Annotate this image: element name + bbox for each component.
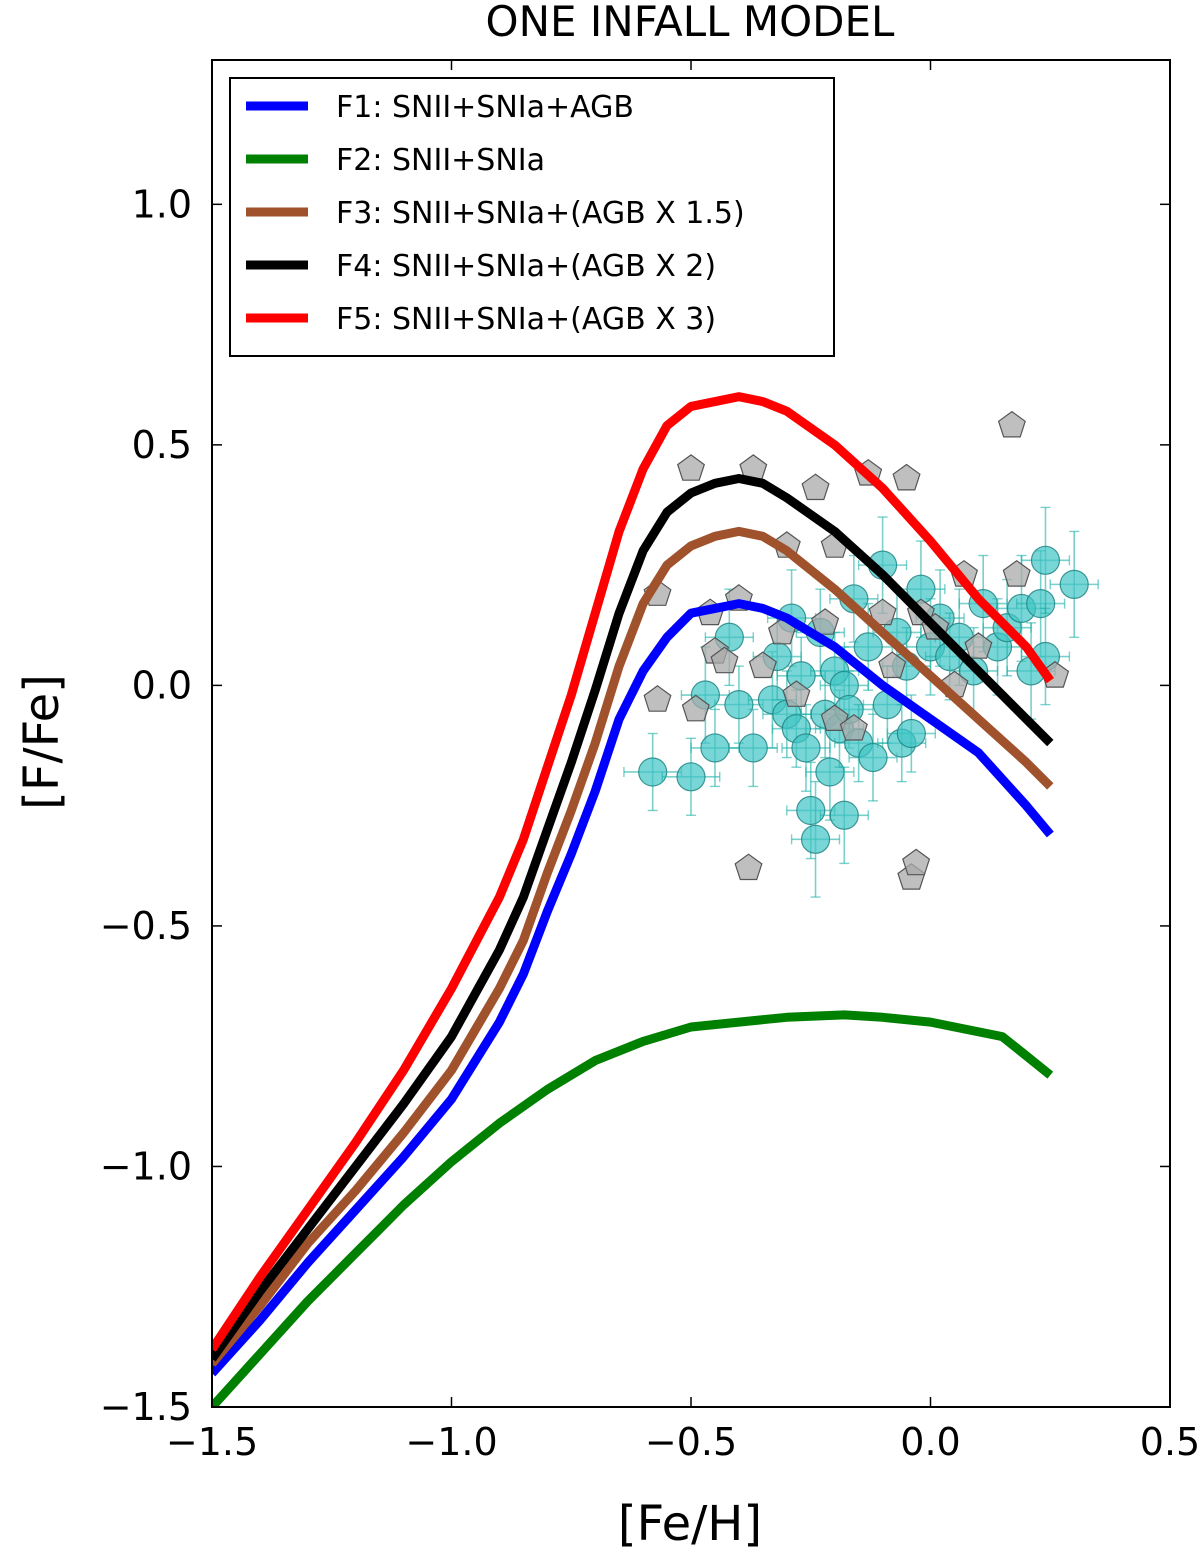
obs-circle-marker: [800, 824, 831, 854]
obs-circle-point: [819, 766, 869, 865]
obs-pentagon-marker: [734, 853, 763, 881]
legend-label-f4: F4: SNII+SNIa+(AGB X 2): [336, 249, 716, 284]
obs-circle-marker: [829, 800, 859, 830]
obs-circle-marker: [791, 733, 821, 763]
lines-layer: [212, 392, 1054, 1407]
obs-circle-marker: [738, 733, 768, 763]
legend-box: [229, 77, 835, 357]
obs-pentagon-marker: [839, 713, 868, 741]
obs-circle-marker: [1059, 569, 1089, 599]
legend-label-f2: F2: SNII+SNIa: [336, 143, 545, 178]
obs-pentagon-marker: [643, 685, 672, 712]
x-tick-label: 0.5: [1140, 1420, 1200, 1464]
obs-circle-point: [1049, 530, 1099, 638]
obs-circle-point: [728, 708, 778, 788]
y-tick-label: −1.5: [100, 1385, 192, 1429]
y-tick-label: −0.5: [100, 904, 192, 948]
obs-circle-marker: [700, 733, 730, 763]
observations-layer: [623, 410, 1099, 898]
legend-label-f3: F3: SNII+SNIa+(AGB X 1.5): [336, 196, 745, 231]
series-line-f2: [212, 1010, 1054, 1407]
obs-circle-marker: [676, 762, 706, 792]
obs-circle-marker: [896, 718, 926, 749]
obs-circle-marker: [724, 690, 754, 720]
series-line-f4: [212, 474, 1054, 1362]
obs-circle-marker: [638, 757, 668, 787]
ticks-layer: −1.5 −1.0 −0.5 0.0 0.5 −1.5 −1.0 −0.5 0.0 0.5 1.0: [100, 60, 1200, 1464]
x-tick-label: −0.5: [645, 1420, 737, 1464]
x-tick-label: −1.0: [405, 1420, 497, 1464]
obs-circle-point: [623, 732, 683, 812]
x-axis-label: [Fe/H]: [618, 1496, 762, 1552]
obs-circle-point: [805, 723, 855, 821]
obs-pentagon-marker: [997, 410, 1026, 438]
obs-pentagon-marker: [748, 651, 777, 679]
obs-circle-point: [714, 665, 764, 744]
y-tick-label: 0.5: [132, 423, 192, 467]
obs-pentagon-marker: [878, 651, 907, 679]
obs-pentagon-marker: [868, 598, 897, 626]
y-tick-label: 0.0: [132, 663, 192, 707]
legend: F1: SNII+SNIa+AGB F2: SNII+SNIa F3: SNII+S…: [229, 77, 835, 357]
obs-circle-point: [690, 708, 740, 788]
obs-pentagon-marker: [681, 694, 710, 722]
obs-circle-point: [790, 780, 841, 898]
obs-circle-marker: [796, 795, 826, 826]
legend-label-f1: F1: SNII+SNIa+AGB: [336, 90, 634, 125]
obs-pentagon-marker: [710, 646, 739, 674]
legend-entries: F1: SNII+SNIa+AGB F2: SNII+SNIa F3: SNII+S…: [246, 90, 745, 337]
obs-circle-marker: [1030, 545, 1061, 575]
obs-pentagon-marker: [902, 848, 931, 876]
obs-circle-marker: [1026, 589, 1056, 619]
obs-pentagon-marker: [964, 632, 993, 659]
y-axis-label: [F/Fe]: [14, 674, 70, 810]
obs-circle-point: [786, 761, 836, 860]
obs-pentagon-marker: [676, 454, 706, 481]
y-tick-label: −1.0: [100, 1144, 192, 1188]
chart-title: ONE INFALL MODEL: [486, 0, 896, 46]
y-tick-label: 1.0: [132, 182, 192, 226]
obs-pentagon-marker: [782, 680, 811, 707]
obs-pentagon-marker: [892, 463, 921, 491]
obs-circle-marker: [829, 670, 859, 700]
x-tick-label: 0.0: [900, 1420, 960, 1464]
obs-pentagon-marker: [801, 473, 830, 501]
series-line-f5: [212, 392, 1054, 1352]
x-tick-label: −1.5: [166, 1420, 258, 1464]
legend-label-f5: F5: SNII+SNIa+(AGB X 3): [336, 302, 716, 337]
obs-pentagon-marker: [1002, 559, 1031, 587]
obs-circle-marker: [858, 742, 888, 773]
obs-pentagon-marker: [811, 608, 840, 635]
series-line-f3: [212, 526, 1054, 1367]
series-line-f1: [212, 599, 1054, 1377]
obs-circle-marker: [853, 632, 883, 662]
